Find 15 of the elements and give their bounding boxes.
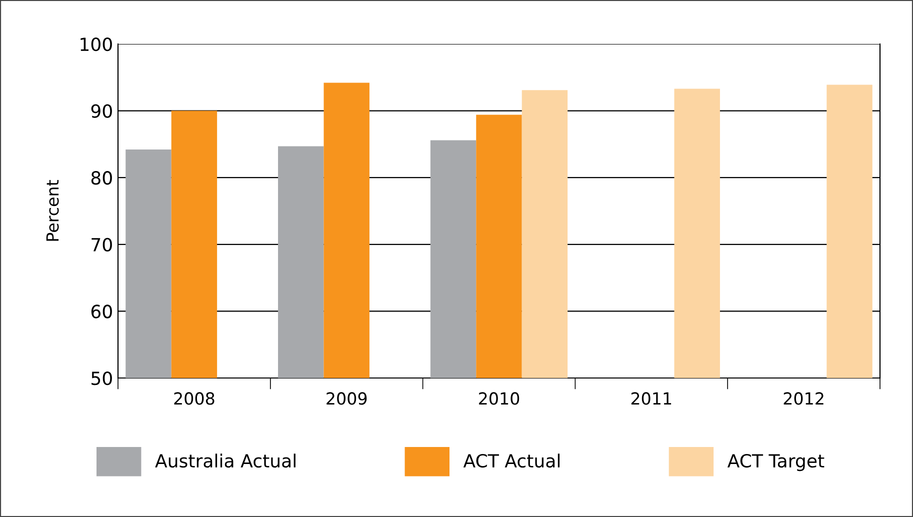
y-tick-label: 50 [92, 371, 112, 386]
y-tick-label: 80 [91, 171, 112, 185]
x-tick-label: 2012 [784, 392, 824, 405]
legend-label: Australia Actual [155, 454, 296, 468]
y-tick-label: 90 [91, 104, 112, 118]
legend-label: ACT Actual [463, 454, 560, 468]
legend-label: ACT Target [727, 454, 824, 472]
y-tick-label: 60 [91, 304, 112, 318]
y-tick-label: 70 [92, 238, 112, 252]
x-tick-label: 2010 [479, 392, 520, 405]
y-axis-title: Percent [46, 180, 59, 241]
y-tick-label: 100 [80, 37, 112, 52]
x-tick-label: 2008 [174, 392, 214, 405]
x-tick-label: 2009 [326, 392, 367, 405]
x-tick-label: 2011 [631, 392, 672, 405]
